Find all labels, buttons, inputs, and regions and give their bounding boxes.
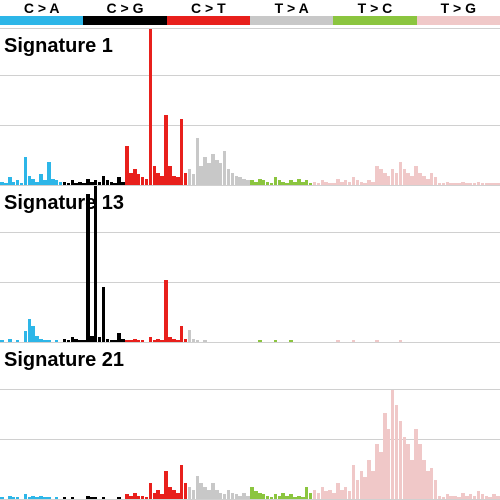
- panel-title: Signature 13: [4, 192, 124, 215]
- legend-cell-5: T > G: [417, 0, 500, 28]
- signature-panel: Signature 1: [0, 28, 500, 186]
- legend-color-bar: [0, 16, 83, 25]
- bar: [375, 340, 379, 342]
- legend-cell-3: T > A: [250, 0, 333, 28]
- bar: [117, 497, 121, 499]
- bar: [496, 183, 500, 185]
- bar: [16, 497, 20, 499]
- legend-label: C > A: [24, 0, 60, 16]
- bar: [496, 496, 500, 499]
- legend-cell-0: C > A: [0, 0, 83, 28]
- bar: [0, 340, 4, 342]
- bar: [94, 497, 98, 499]
- bar: [71, 497, 75, 499]
- bar: [102, 497, 106, 499]
- panel-title: Signature 1: [4, 35, 113, 58]
- bar: [258, 340, 262, 342]
- legend-label: T > A: [275, 0, 309, 16]
- bar: [63, 497, 67, 499]
- legend-color-bar: [250, 16, 333, 25]
- bar: [102, 287, 106, 342]
- bar: [141, 340, 145, 342]
- bar: [336, 340, 340, 342]
- bar: [289, 340, 293, 342]
- legend-label: T > C: [358, 0, 393, 16]
- signature-panel: Signature 13: [0, 185, 500, 343]
- legend-label: C > G: [107, 0, 144, 16]
- panel-title: Signature 21: [4, 349, 124, 372]
- legend-cell-4: T > C: [333, 0, 416, 28]
- bar: [399, 340, 403, 342]
- bar: [274, 340, 278, 342]
- panels-container: Signature 1 Signature 13 Signature 21: [0, 28, 500, 500]
- signature-panel: Signature 21: [0, 342, 500, 500]
- bar: [149, 29, 153, 185]
- legend-cell-2: C > T: [167, 0, 250, 28]
- bar: [203, 340, 207, 342]
- bar: [352, 340, 356, 342]
- legend-color-bar: [83, 16, 166, 25]
- legend-label: C > T: [191, 0, 226, 16]
- bar: [0, 497, 4, 499]
- legend-label: T > G: [441, 0, 476, 16]
- signature-figure: C > A C > G C > T T > A T > C T > G Signature…: [0, 0, 500, 500]
- legend-color-bar: [333, 16, 416, 25]
- bar: [47, 497, 51, 499]
- bar: [55, 340, 59, 342]
- legend-color-bar: [167, 16, 250, 25]
- legend-cell-1: C > G: [83, 0, 166, 28]
- bar: [196, 340, 200, 342]
- bar: [86, 194, 90, 342]
- bar: [47, 340, 51, 342]
- legend-color-bar: [417, 16, 500, 25]
- category-legend: C > A C > G C > T T > A T > C T > G: [0, 0, 500, 28]
- bar: [164, 280, 168, 342]
- bar: [8, 339, 12, 342]
- bar: [16, 340, 20, 342]
- bar: [55, 497, 59, 499]
